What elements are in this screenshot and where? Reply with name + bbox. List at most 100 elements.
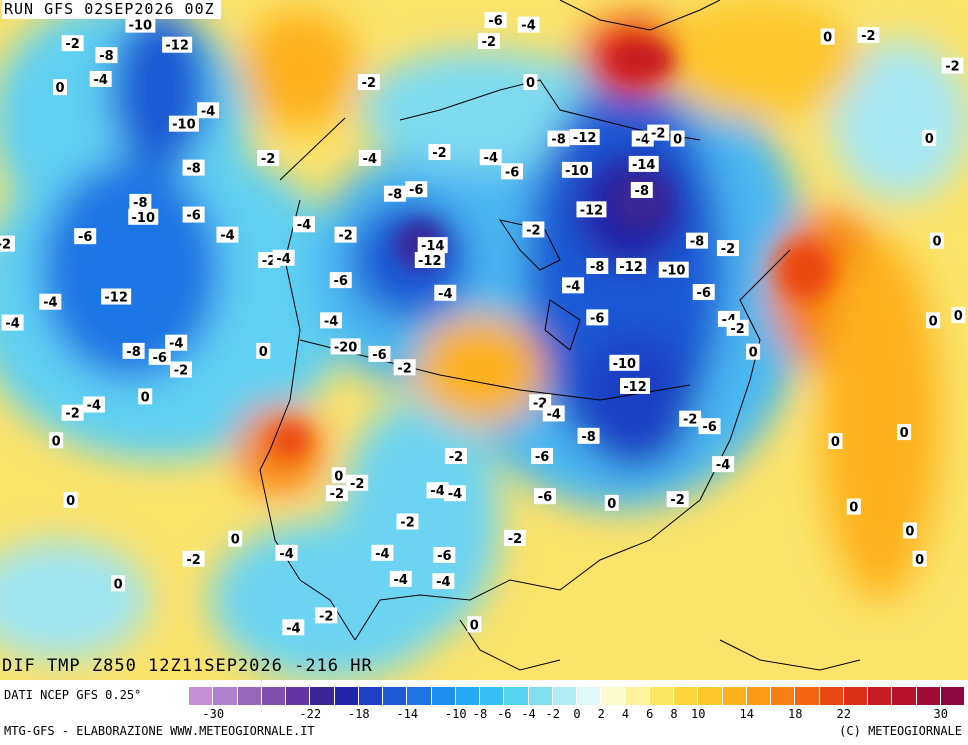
isotherm-value: -4 — [279, 547, 293, 562]
legend-tick-label: 18 — [788, 707, 803, 721]
isotherm-label: -10 — [168, 115, 199, 133]
isotherm-value: -2 — [730, 322, 744, 337]
isotherm-value: -8 — [99, 49, 113, 64]
isotherm-label: 0 — [53, 79, 68, 96]
isotherm-label: -6 — [692, 284, 715, 301]
isotherm-value: -14 — [632, 158, 656, 173]
isotherm-value: -6 — [590, 311, 604, 326]
legend-swatch — [407, 687, 432, 705]
isotherm-label: -6 — [433, 547, 456, 564]
isotherm-value: -4 — [324, 314, 338, 329]
isotherm-value: -2 — [721, 242, 735, 257]
legend-swatch — [552, 687, 577, 705]
isotherm-value: -12 — [165, 39, 189, 54]
isotherm-label: -10 — [658, 261, 689, 279]
isotherm-value: 0 — [954, 309, 963, 324]
isotherm-value: -8 — [590, 260, 604, 275]
isotherm-label: -12 — [569, 129, 600, 146]
isotherm-label: -4 — [89, 70, 112, 88]
isotherm-value: -4 — [363, 152, 377, 167]
isotherm-label: -4 — [434, 284, 457, 302]
isotherm-value: -6 — [702, 420, 716, 435]
temperature-anomaly-map: -10 -2 -8 -12 -4 0 -4 -10 -2 -8 -8 -10 -6 -4 -6 -12 -4 -4… — [0, 0, 968, 680]
isotherm-value: -4 — [276, 252, 290, 267]
isotherm-label: -10 — [128, 208, 159, 226]
isotherm-value: 0 — [470, 618, 479, 633]
isotherm-value: -4 — [448, 487, 462, 502]
isotherm-label: 0 — [912, 550, 927, 568]
isotherm-label: -2 — [325, 485, 348, 502]
legend-swatch — [868, 687, 893, 705]
isotherm-label: -4 — [282, 619, 305, 636]
isotherm-label: 0 — [331, 467, 346, 484]
isotherm-value: -2 — [526, 223, 540, 238]
isotherm-label: -2 — [716, 240, 739, 257]
legend-swatch — [383, 687, 408, 705]
isotherm-label: -6 — [698, 418, 721, 435]
data-source: DATI NCEP GFS 0.25° — [4, 688, 142, 702]
legend-ticks: -30 -22 -18 -14 -10 -8 -6 -4 -2 0 2 4 6 8 10 14 18 22 30 — [189, 707, 965, 723]
isotherm-label: -10 — [125, 16, 156, 34]
isotherm-value: 0 — [55, 81, 64, 96]
isotherm-value: -4 — [169, 337, 183, 352]
isotherm-value: -6 — [152, 351, 166, 366]
isotherm-label: -4 — [39, 293, 62, 311]
isotherm-value: -4 — [297, 218, 311, 233]
isotherm-label: -12 — [616, 257, 647, 275]
isotherm-label: -4 — [216, 226, 239, 244]
isotherm-value: -8 — [581, 430, 595, 445]
isotherm-value: -6 — [697, 286, 711, 301]
isotherm-label: -4 — [542, 405, 565, 422]
isotherm-value: -10 — [613, 357, 637, 372]
isotherm-value: -8 — [388, 188, 402, 203]
isotherm-value: -10 — [662, 264, 686, 279]
map-canvas: -10-2-8-12-40-4-10-2-8-8-10 -6-4-6-12-4-4… — [0, 0, 968, 680]
isotherm-label: -8 — [129, 193, 152, 211]
isotherm-value: -2 — [400, 516, 414, 531]
isotherm-value: -2 — [683, 413, 697, 428]
legend-swatch — [310, 687, 335, 705]
isotherm-value: 0 — [334, 469, 343, 484]
legend-swatch — [771, 687, 796, 705]
isotherm-label: -4 — [371, 544, 394, 562]
legend-swatch — [577, 687, 602, 705]
color-legend — [189, 687, 965, 705]
legend-tick-label: 8 — [670, 707, 678, 721]
isotherm-value: 0 — [831, 435, 840, 450]
isotherm-label: -4 — [320, 312, 343, 329]
isotherm-value: -6 — [437, 549, 451, 564]
legend-swatch — [213, 687, 238, 705]
legend-tick-label: -18 — [347, 707, 370, 721]
isotherm-value: -4 — [201, 104, 215, 119]
isotherm-label: -12 — [620, 377, 651, 395]
isotherm-value: -4 — [546, 407, 560, 422]
isotherm-label: -4 — [1, 314, 24, 332]
isotherm-value: -4 — [436, 575, 450, 590]
legend-swatch — [649, 687, 674, 705]
isotherm-value: 0 — [925, 132, 934, 147]
isotherm-value: 0 — [673, 133, 682, 148]
legend-swatch — [455, 687, 480, 705]
isotherm-value: -2 — [338, 229, 352, 244]
isotherm-value: -10 — [565, 164, 589, 179]
isotherm-label: 0 — [922, 129, 937, 147]
isotherm-value: 0 — [114, 577, 123, 592]
legend-swatch — [358, 687, 383, 705]
isotherm-value: -12 — [573, 131, 597, 146]
isotherm-label: -2 — [477, 32, 500, 50]
credits-right: (C) METEOGIORNALE — [839, 724, 962, 738]
isotherm-label: -10 — [561, 161, 592, 179]
legend-swatch — [722, 687, 747, 705]
legend-swatch — [286, 687, 311, 705]
isotherm-value: -4 — [566, 279, 580, 294]
isotherm-label: -2 — [182, 550, 205, 568]
isotherm-value: -6 — [78, 230, 92, 245]
isotherm-value: -12 — [104, 291, 128, 306]
isotherm-value: 0 — [905, 524, 914, 539]
legend-swatch — [261, 687, 286, 705]
legend-tick-label: 22 — [836, 707, 851, 721]
isotherm-label: -2 — [346, 474, 369, 492]
isotherm-value: -4 — [521, 19, 535, 34]
isotherm-label: 0 — [670, 130, 685, 148]
isotherm-label: 0 — [951, 307, 966, 324]
